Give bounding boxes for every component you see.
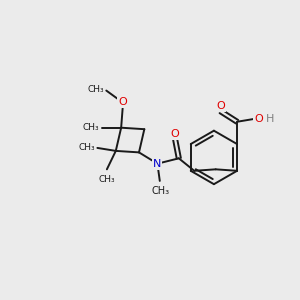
Text: CH₃: CH₃ [78,143,95,152]
Text: O: O [216,101,225,111]
Text: CH₃: CH₃ [151,186,169,196]
Text: N: N [153,159,162,169]
Text: CH₃: CH₃ [83,123,100,132]
Text: CH₃: CH₃ [87,85,104,94]
Text: O: O [254,114,263,124]
Text: O: O [171,129,180,139]
Text: CH₃: CH₃ [99,175,115,184]
Text: H: H [266,114,275,124]
Text: O: O [118,98,127,107]
